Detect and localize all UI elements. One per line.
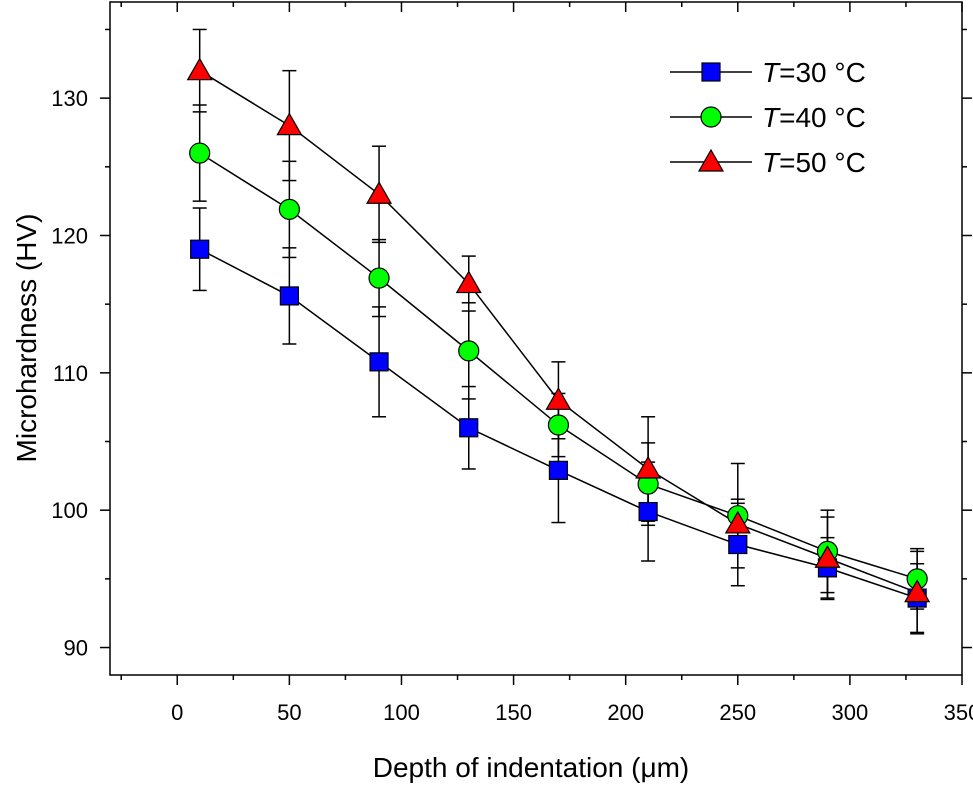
y-tick-label: 130 bbox=[51, 86, 88, 111]
legend-entry-40c: T=40 °C bbox=[670, 102, 866, 133]
legend-marker-50c bbox=[697, 148, 725, 172]
x-tick-label: 200 bbox=[607, 700, 644, 725]
legend-label-50c: T=50 °C bbox=[762, 147, 866, 178]
data-point-triangle bbox=[366, 181, 393, 204]
plot-frame bbox=[109, 1, 963, 676]
data-point-square bbox=[638, 501, 658, 522]
legend-entry-50c: T=50 °C bbox=[670, 147, 866, 178]
x-tick-label: 250 bbox=[719, 700, 756, 725]
data-markers bbox=[186, 57, 931, 608]
data-point-triangle bbox=[904, 579, 931, 603]
x-axis-ticks: 0 50 100 150 200 250 300 350 bbox=[120, 2, 973, 725]
data-point-square bbox=[728, 534, 748, 555]
data-point-triangle bbox=[814, 545, 841, 568]
y-tick-label: 110 bbox=[53, 361, 88, 386]
data-point-triangle bbox=[724, 510, 751, 534]
series-layer bbox=[186, 28, 931, 635]
data-point-square bbox=[279, 286, 299, 306]
legend-marker-shape bbox=[701, 62, 721, 82]
legend-marker-30c bbox=[701, 62, 721, 82]
x-tick-label: 50 bbox=[277, 700, 301, 725]
x-axis-title: Depth of indentation (μm) bbox=[373, 752, 690, 783]
legend-label-40c-prefix: T bbox=[762, 102, 781, 133]
y-tick-label: 120 bbox=[51, 223, 88, 248]
legend-marker-shape bbox=[697, 148, 725, 172]
legend-marker-shape bbox=[700, 106, 722, 128]
data-point-square bbox=[548, 460, 569, 480]
data-point-square bbox=[369, 352, 389, 372]
legend: T=30 °C T=40 °C T=50 °C bbox=[670, 57, 866, 178]
data-point-circle bbox=[278, 198, 300, 220]
data-point-circle bbox=[189, 142, 211, 164]
legend-label-40c-value: =40 °C bbox=[779, 102, 866, 133]
data-point-triangle bbox=[455, 270, 482, 294]
legend-label-30c: T=30 °C bbox=[762, 57, 866, 88]
x-tick-label: 350 bbox=[944, 700, 973, 725]
legend-label-30c-prefix: T bbox=[762, 57, 781, 88]
legend-marker-40c bbox=[700, 106, 722, 128]
legend-label-40c: T=40 °C bbox=[762, 102, 866, 133]
x-tick-label: 150 bbox=[495, 700, 532, 725]
data-point-triangle bbox=[186, 57, 213, 81]
data-point-triangle bbox=[635, 455, 662, 479]
legend-label-30c-value: =30 °C bbox=[779, 57, 866, 88]
data-point-circle bbox=[368, 267, 390, 289]
data-point-circle bbox=[458, 340, 480, 362]
legend-label-50c-prefix: T bbox=[762, 147, 781, 178]
x-tick-label: 100 bbox=[383, 700, 420, 725]
y-axis-title: Microhardness (HV) bbox=[11, 214, 42, 463]
y-axis-ticks: 90 100 110 120 130 bbox=[51, 28, 972, 661]
legend-label-50c-value: =50 °C bbox=[779, 147, 866, 178]
x-tick-label: 0 bbox=[171, 700, 183, 725]
data-point-triangle bbox=[545, 387, 572, 410]
legend-entry-30c: T=30 °C bbox=[670, 57, 866, 88]
y-tick-label: 90 bbox=[64, 636, 88, 661]
x-tick-label: 300 bbox=[832, 700, 869, 725]
y-tick-label: 100 bbox=[51, 498, 88, 523]
data-point-circle bbox=[547, 414, 570, 436]
data-point-triangle bbox=[276, 112, 303, 136]
data-point-square bbox=[190, 239, 210, 259]
data-point-square bbox=[459, 418, 479, 438]
